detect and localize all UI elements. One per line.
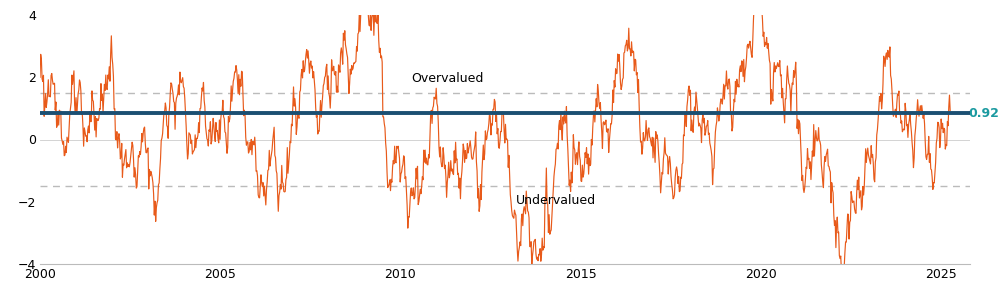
Text: 0.92: 0.92 bbox=[968, 106, 999, 119]
Text: Overvalued: Overvalued bbox=[411, 72, 484, 85]
Text: Undervalued: Undervalued bbox=[516, 194, 596, 207]
